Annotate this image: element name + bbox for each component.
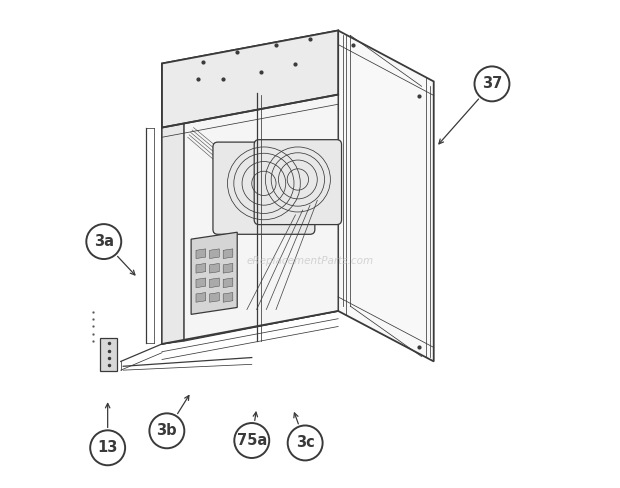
Polygon shape	[184, 69, 338, 341]
Polygon shape	[162, 31, 338, 127]
Polygon shape	[196, 292, 206, 302]
Polygon shape	[210, 292, 219, 302]
Polygon shape	[162, 63, 184, 344]
Polygon shape	[196, 278, 206, 287]
Circle shape	[86, 224, 122, 259]
Circle shape	[474, 66, 510, 102]
Polygon shape	[196, 264, 206, 273]
Circle shape	[288, 426, 322, 460]
Polygon shape	[196, 249, 206, 259]
Polygon shape	[223, 278, 233, 287]
Text: 13: 13	[97, 440, 118, 455]
Polygon shape	[338, 31, 434, 362]
FancyBboxPatch shape	[254, 140, 342, 224]
Text: 37: 37	[482, 77, 502, 91]
Text: 75a: 75a	[237, 433, 267, 448]
Polygon shape	[210, 264, 219, 273]
Polygon shape	[210, 278, 219, 287]
Polygon shape	[100, 338, 117, 371]
Circle shape	[234, 423, 269, 458]
Circle shape	[90, 430, 125, 465]
Text: 3c: 3c	[296, 435, 314, 450]
FancyBboxPatch shape	[213, 142, 315, 234]
Text: eReplacementParts.com: eReplacementParts.com	[246, 256, 374, 266]
Polygon shape	[191, 232, 237, 314]
Polygon shape	[223, 292, 233, 302]
Text: 3a: 3a	[94, 234, 114, 249]
Polygon shape	[223, 264, 233, 273]
Polygon shape	[223, 249, 233, 259]
Polygon shape	[162, 31, 338, 344]
Text: 3b: 3b	[156, 423, 177, 438]
Polygon shape	[210, 249, 219, 259]
Circle shape	[149, 413, 184, 448]
